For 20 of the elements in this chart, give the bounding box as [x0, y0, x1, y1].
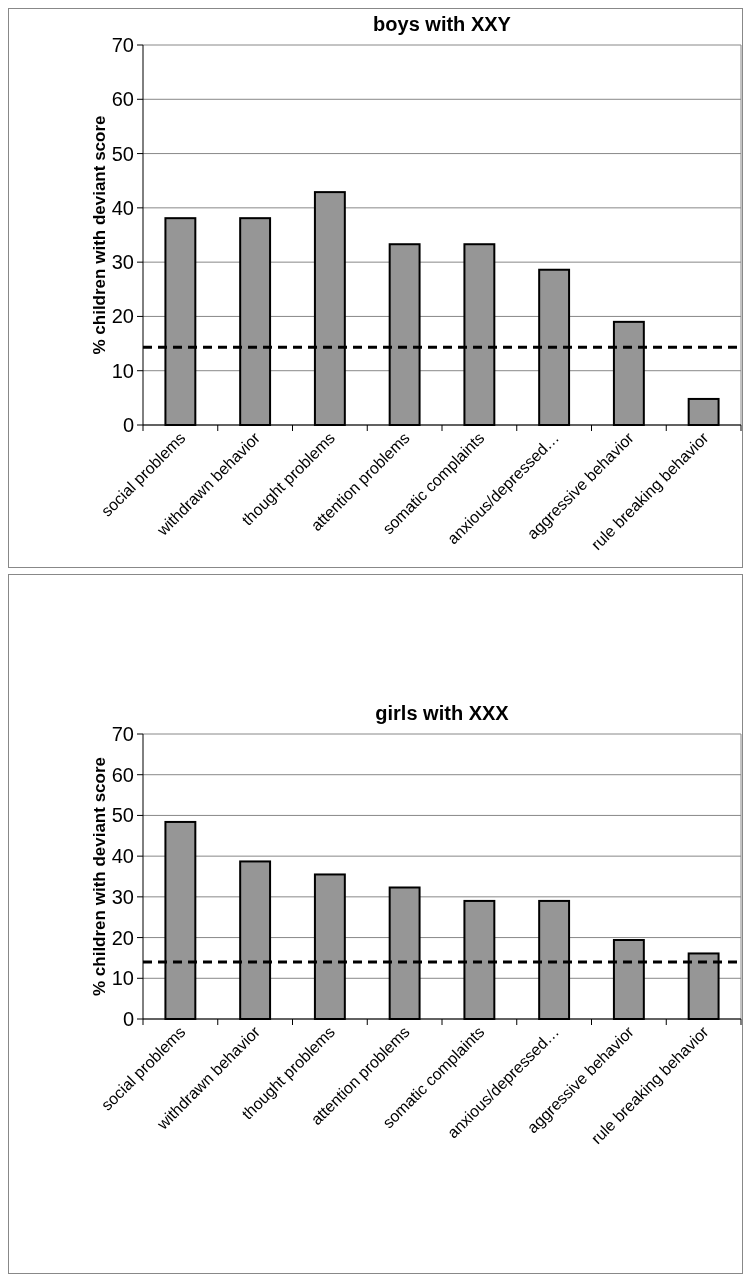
chart-title: girls with XXX [375, 702, 510, 724]
y-tick-label: 30 [111, 885, 134, 908]
y-tick-label: 20 [111, 305, 134, 328]
y-axis-title: % children with deviant score [90, 756, 109, 997]
y-tick-label: 70 [111, 34, 134, 56]
chart-title: boys with XXY [373, 13, 512, 35]
y-tick-label: 40 [111, 196, 134, 219]
y-tick-label: 10 [111, 967, 134, 990]
y-tick-label: 50 [111, 142, 134, 165]
y-axis-title: % children with deviant score [90, 115, 109, 355]
y-tick-label: 10 [111, 359, 134, 382]
y-tick-label: 70 [111, 723, 134, 745]
y-tick-label: 20 [111, 926, 134, 949]
y-tick-label: 30 [111, 251, 134, 274]
y-tick-label: 50 [111, 804, 134, 827]
y-tick-label: 0 [122, 414, 134, 436]
y-tick-label: 60 [111, 88, 134, 111]
y-tick-label: 60 [111, 763, 134, 786]
y-tick-label: 40 [111, 845, 134, 868]
y-tick-label: 0 [122, 1008, 134, 1030]
